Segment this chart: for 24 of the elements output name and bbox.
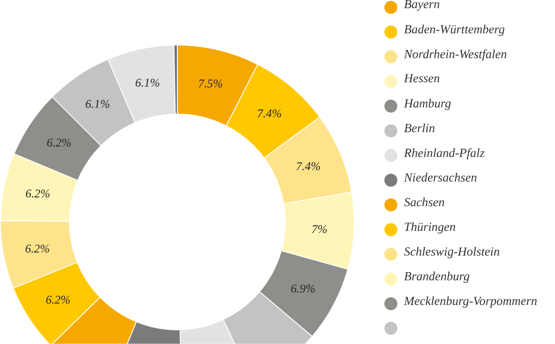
data-label: 6.1%: [136, 78, 160, 87]
legend-label: Berlin: [404, 124, 434, 132]
legend-label: Thüringen: [404, 222, 456, 234]
data-label: 6.2%: [46, 296, 70, 304]
legend-label: Niedersachsen: [404, 172, 477, 182]
legend-label: Baden-Württemberg: [404, 24, 504, 36]
data-label: 7.4%: [296, 162, 320, 170]
data-label: 6.2%: [26, 190, 50, 198]
legend-label: Hessen: [404, 74, 440, 82]
legend-label: Hamburg: [404, 98, 451, 110]
data-label: 6.2%: [47, 138, 71, 147]
legend-label: Schleswig-Holstein: [404, 247, 500, 258]
data-label: 6.9%: [291, 284, 315, 293]
legend-label: Bayern: [404, 0, 440, 11]
legend-label: Mecklenburg-Vorpommern: [404, 296, 537, 308]
data-label: 7.5%: [198, 80, 222, 88]
legend-label: Brandenburg: [404, 272, 470, 283]
data-label: 6.1%: [86, 100, 110, 108]
legend-label: Nordrhein-Westfalen: [404, 49, 506, 61]
data-label: 7.4%: [258, 109, 282, 118]
legend-label: Sachsen: [404, 198, 444, 206]
data-label: 6.2%: [26, 244, 50, 253]
data-label: 7%: [312, 225, 327, 234]
legend-label: Rheinland-Pfalz: [404, 148, 484, 160]
